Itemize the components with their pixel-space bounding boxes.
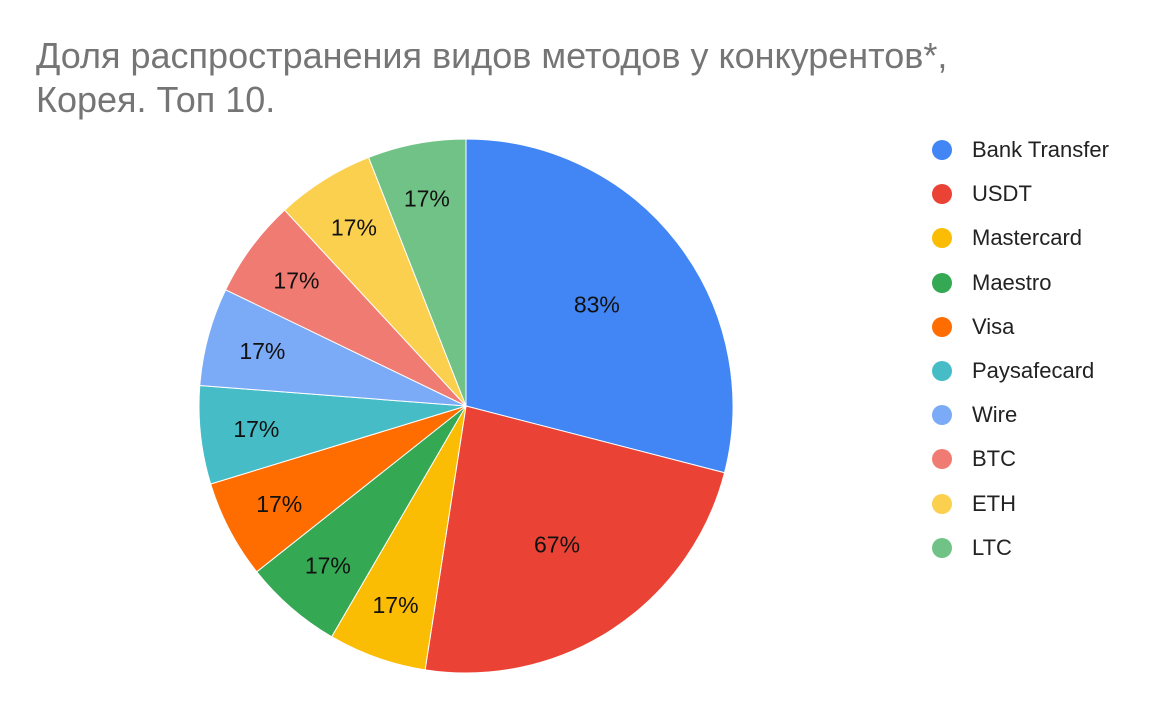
legend-swatch: [932, 228, 952, 249]
legend-swatch: [932, 316, 952, 337]
legend-swatch: [932, 140, 952, 161]
chart-legend: Bank Transfer USDT Mastercard Maestro Visa Pa…: [932, 128, 1142, 570]
legend-label: USDT: [972, 181, 1032, 207]
legend-item-ltc: LTC: [932, 526, 1142, 570]
slice-label-btc: 17%: [273, 268, 319, 294]
slice-label-maestro: 17%: [305, 552, 351, 578]
legend-swatch: [932, 272, 952, 293]
slice-label-ltc: 17%: [404, 186, 450, 212]
slice-label-mastercard: 17%: [373, 592, 419, 618]
legend-label: BTC: [972, 446, 1016, 472]
legend-swatch: [932, 361, 952, 382]
legend-item-visa: Visa: [932, 305, 1142, 349]
pie-slice-usdt: [424, 405, 726, 674]
slice-label-eth: 17%: [331, 214, 377, 240]
pie-slice-ltc: [367, 138, 467, 407]
legend-item-wire: Wire: [932, 393, 1142, 437]
legend-label: ETH: [972, 490, 1016, 516]
legend-label: Bank Transfer: [972, 137, 1109, 163]
legend-swatch: [932, 537, 952, 558]
slice-label-paysafecard: 17%: [233, 416, 279, 442]
legend-swatch: [932, 449, 952, 470]
chart-title: Доля распространения видов методов у кон…: [36, 34, 1116, 122]
legend-label: LTC: [972, 534, 1012, 560]
legend-item-usdt: USDT: [932, 172, 1142, 216]
slice-label-wire: 17%: [239, 338, 285, 364]
legend-item-mastercard: Mastercard: [932, 216, 1142, 260]
legend-item-bank-transfer: Bank Transfer: [932, 128, 1142, 172]
slice-label-visa: 17%: [256, 491, 302, 517]
legend-item-paysafecard: Paysafecard: [932, 349, 1142, 393]
pie-slice-bank-transfer: [465, 138, 734, 474]
slice-label-usdt: 67%: [534, 531, 580, 557]
legend-label: Paysafecard: [972, 358, 1095, 384]
chart-title-line-1: Доля распространения видов методов у кон…: [36, 35, 948, 76]
legend-item-eth: ETH: [932, 482, 1142, 526]
legend-label: Wire: [972, 402, 1018, 428]
legend-label: Maestro: [972, 269, 1052, 295]
legend-swatch: [932, 405, 952, 426]
chart-title-line-2: Корея. Топ 10.: [36, 79, 276, 120]
slice-label-bank-transfer: 83%: [574, 292, 620, 318]
legend-label: Visa: [972, 313, 1015, 339]
legend-swatch: [932, 184, 952, 205]
legend-item-btc: BTC: [932, 437, 1142, 481]
legend-swatch: [932, 493, 952, 514]
legend-label: Mastercard: [972, 225, 1083, 251]
legend-item-maestro: Maestro: [932, 261, 1142, 305]
